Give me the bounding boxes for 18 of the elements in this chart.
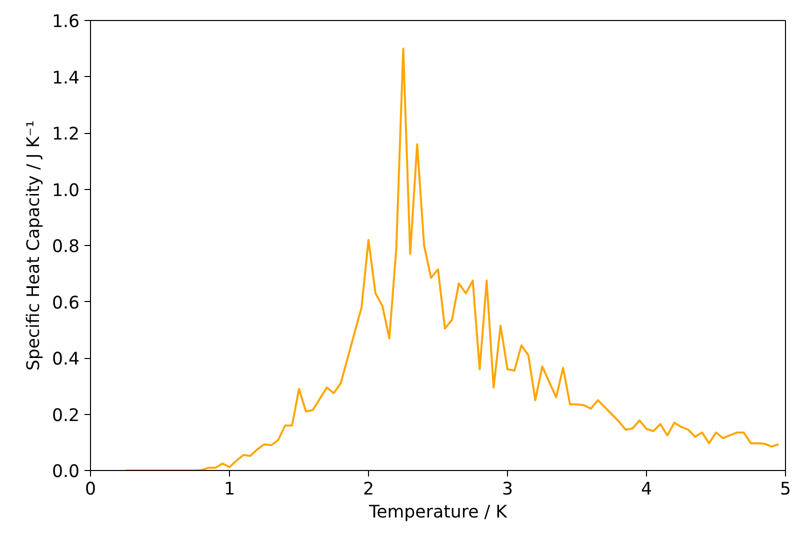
y-tick-label: 1.4 bbox=[52, 68, 80, 88]
line-series bbox=[124, 48, 780, 470]
x-tick-label: 5 bbox=[780, 480, 792, 500]
y-tick-label: 0.6 bbox=[52, 293, 80, 314]
x-tick-label: 0 bbox=[84, 480, 96, 500]
y-tick-label: 0.2 bbox=[52, 406, 80, 426]
x-tick-label: 4 bbox=[640, 480, 652, 500]
y-tick-label: 0.8 bbox=[52, 237, 80, 257]
y-tick-label: 0.0 bbox=[52, 462, 80, 482]
x-tick-label: 2 bbox=[362, 480, 374, 500]
x-axis-title: Temperature / K bbox=[368, 502, 508, 522]
y-tick-label: 1.2 bbox=[52, 124, 80, 144]
y-tick-label: 1.0 bbox=[52, 180, 80, 201]
y-axis-title: Specific Heat Capacity / J K⁻¹ bbox=[24, 120, 44, 371]
y-tick-label: 0.4 bbox=[52, 350, 80, 370]
x-tick-label: 3 bbox=[502, 480, 514, 500]
x-tick-label: 1 bbox=[224, 480, 236, 500]
y-tick-label: 1.6 bbox=[52, 12, 80, 32]
